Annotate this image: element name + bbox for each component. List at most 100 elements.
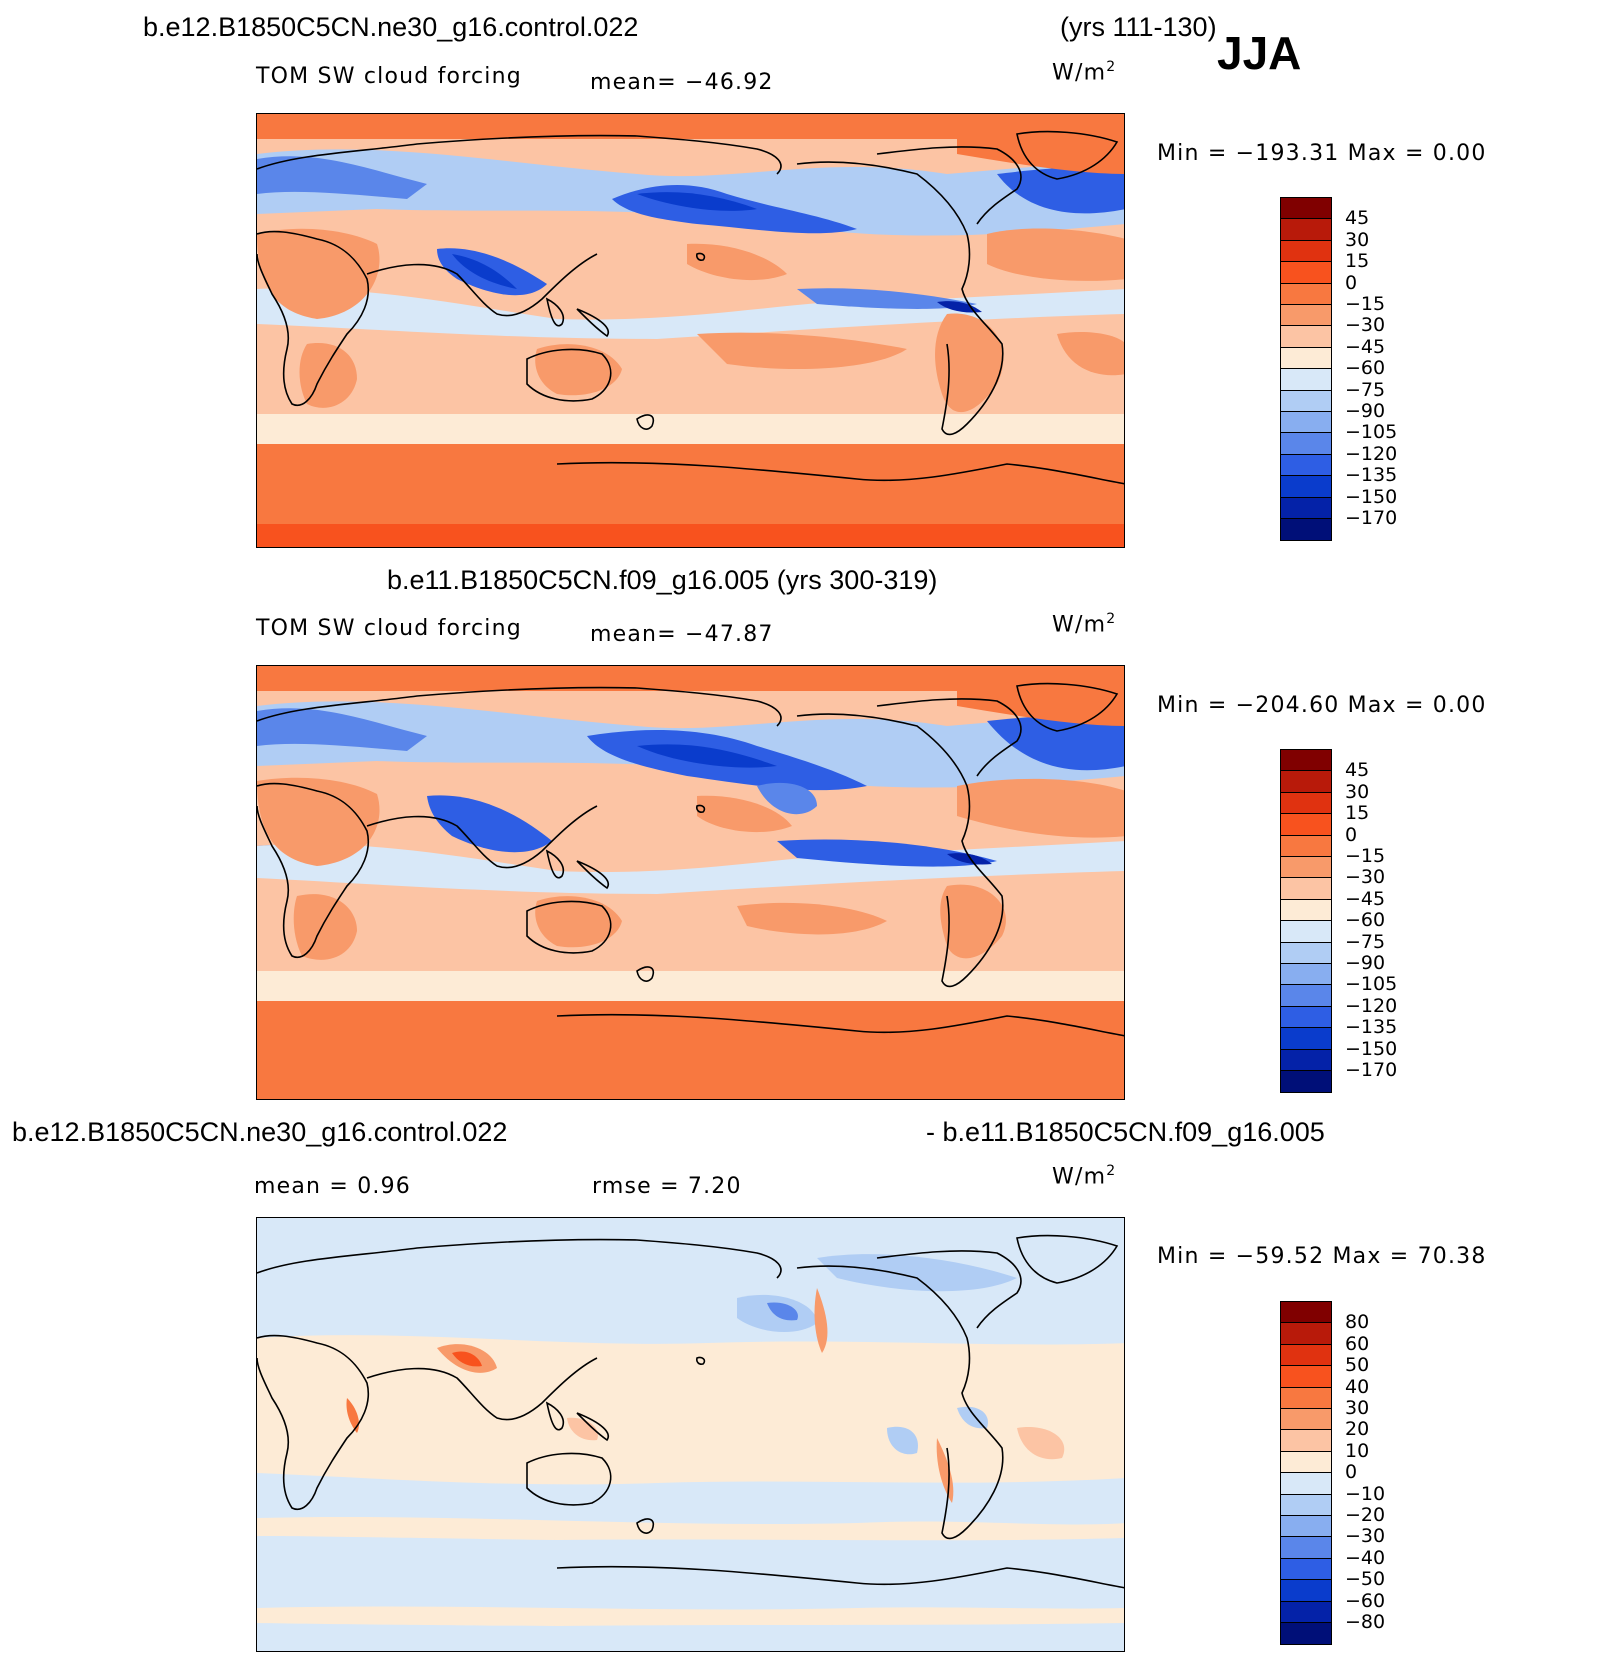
colorbar-tick-label: −80: [1345, 1611, 1386, 1633]
colorbar-tick-label: −30: [1345, 314, 1386, 337]
colorbar-tick-label: −60: [1345, 1589, 1386, 1612]
panel2-mean: mean= −47.87: [590, 622, 774, 647]
colorbar-swatch: [1280, 984, 1332, 1006]
colorbar-tick-label: −170: [1345, 1059, 1398, 1081]
colorbar-tick-label: 15: [1345, 250, 1370, 273]
colorbar-swatch: [1280, 1579, 1332, 1601]
panel2-variable: TOM SW cloud forcing: [256, 616, 522, 641]
colorbar-tick-label: 30: [1345, 780, 1370, 803]
colorbar-tick-label: 20: [1345, 1418, 1370, 1441]
colorbar-swatch: [1280, 770, 1332, 792]
colorbar-tick-label: −90: [1345, 400, 1386, 422]
colorbar-swatch: [1280, 1557, 1332, 1580]
colorbar-tick-label: −75: [1345, 378, 1386, 401]
season-label: JJA: [1217, 27, 1302, 79]
panel3-map: [256, 1217, 1125, 1652]
colorbar-tick-label: −75: [1345, 930, 1386, 953]
panel3-rmse: rmse = 7.20: [592, 1174, 742, 1199]
colorbar-tick-label: −150: [1345, 485, 1398, 508]
colorbar-swatch: [1280, 898, 1332, 921]
colorbar-tick-label: 0: [1345, 1461, 1358, 1484]
colorbar-tick-label: −30: [1345, 1525, 1386, 1548]
colorbar-swatch: [1280, 1365, 1332, 1387]
panel2-case-title: b.e11.B1850C5CN.f09_g16.005 (yrs 300-319…: [387, 565, 938, 595]
colorbar-swatch: [1280, 282, 1332, 304]
colorbar-tick-label: −30: [1345, 866, 1386, 889]
colorbar-tick-label: −120: [1345, 994, 1398, 1017]
panel1-map: [256, 113, 1125, 548]
colorbar-swatch: [1280, 834, 1332, 856]
colorbar-tick-label: −135: [1345, 464, 1398, 487]
panel3-minmax: Min = −59.52 Max = 70.38: [1157, 1244, 1487, 1269]
panel3-case-title-right: - b.e11.B1850C5CN.f09_g16.005: [926, 1117, 1325, 1147]
colorbar-swatch: [1280, 963, 1332, 985]
colorbar-tick-label: 15: [1345, 802, 1370, 825]
panel3-mean: mean = 0.96: [254, 1174, 411, 1199]
colorbar-tick-label: 0: [1345, 823, 1358, 846]
colorbar-swatch: [1280, 496, 1332, 518]
colorbar-tick-label: −150: [1345, 1037, 1398, 1060]
colorbar-swatch: [1280, 346, 1332, 369]
colorbar-swatch: [1280, 1070, 1332, 1093]
colorbar-tick-label: −10: [1345, 1482, 1386, 1505]
panel2-units: W/m2: [1052, 611, 1117, 638]
colorbar-swatch: [1280, 261, 1332, 283]
colorbar-swatch: [1280, 1472, 1332, 1494]
colorbar-swatch: [1280, 1408, 1332, 1430]
colorbar-tick-label: −60: [1345, 357, 1386, 380]
colorbar-tick-label: −135: [1345, 1016, 1398, 1039]
colorbar-swatch: [1280, 304, 1332, 326]
colorbar-swatch: [1280, 368, 1332, 390]
colorbar-tick-label: −40: [1345, 1546, 1386, 1569]
colorbar-tick-label: −120: [1345, 442, 1398, 465]
colorbar-tick-label: −45: [1345, 335, 1386, 358]
colorbar-swatch: [1280, 1515, 1332, 1537]
colorbar-swatch: [1280, 877, 1332, 899]
colorbar-tick-label: −105: [1345, 973, 1398, 996]
colorbar-tick-label: −105: [1345, 421, 1398, 444]
panel2-map: [256, 665, 1125, 1100]
colorbar-swatch: [1280, 197, 1332, 219]
colorbar-swatch: [1280, 749, 1332, 771]
panel1-units: W/m2: [1052, 59, 1117, 86]
colorbar-swatch: [1280, 453, 1332, 476]
colorbar-swatch: [1280, 1005, 1332, 1028]
colorbar-tick-label: −90: [1345, 952, 1386, 974]
colorbar-swatch: [1280, 475, 1332, 497]
colorbar-swatch: [1280, 1622, 1332, 1645]
colorbar-swatch: [1280, 389, 1332, 411]
colorbar-swatch: [1280, 1600, 1332, 1622]
colorbar-swatch: [1280, 856, 1332, 878]
panel1-years: (yrs 111-130): [1060, 12, 1217, 42]
colorbar-swatch: [1280, 1450, 1332, 1473]
colorbar-tick-label: 10: [1345, 1439, 1370, 1462]
colorbar-tick-label: −45: [1345, 887, 1386, 910]
colorbar-swatch: [1280, 1493, 1332, 1515]
colorbar-tick-label: −170: [1345, 507, 1398, 529]
panel3-units: W/m2: [1052, 1163, 1117, 1190]
colorbar-tick-label: −50: [1345, 1568, 1386, 1591]
colorbar-tick-label: 30: [1345, 1397, 1370, 1419]
colorbar-swatch: [1280, 1322, 1332, 1344]
colorbar-tick-label: 30: [1345, 228, 1370, 251]
colorbar-tick-label: −20: [1345, 1504, 1386, 1526]
colorbar-tick-label: −15: [1345, 293, 1386, 315]
colorbar-swatch: [1280, 1429, 1332, 1451]
colorbar-swatch: [1280, 1027, 1332, 1049]
colorbar-tick-label: 0: [1345, 271, 1358, 294]
panel1-mean: mean= −46.92: [590, 70, 774, 95]
panel3-case-title-left: b.e12.B1850C5CN.ne30_g16.control.022: [12, 1117, 508, 1147]
panel2-minmax: Min = −204.60 Max = 0.00: [1157, 693, 1487, 718]
colorbar-swatch: [1280, 920, 1332, 942]
colorbar-swatch: [1280, 1343, 1332, 1366]
colorbar-tick-label: 60: [1345, 1332, 1370, 1355]
colorbar-tick-label: 80: [1345, 1311, 1370, 1334]
colorbar-swatch: [1280, 1386, 1332, 1408]
colorbar-swatch: [1280, 432, 1332, 454]
colorbar-swatch: [1280, 941, 1332, 963]
colorbar-swatch: [1280, 1536, 1332, 1558]
colorbar-swatch: [1280, 813, 1332, 835]
colorbar-swatch: [1280, 218, 1332, 240]
colorbar-swatch: [1280, 791, 1332, 814]
panel1-case-title: b.e12.B1850C5CN.ne30_g16.control.022: [143, 12, 639, 42]
